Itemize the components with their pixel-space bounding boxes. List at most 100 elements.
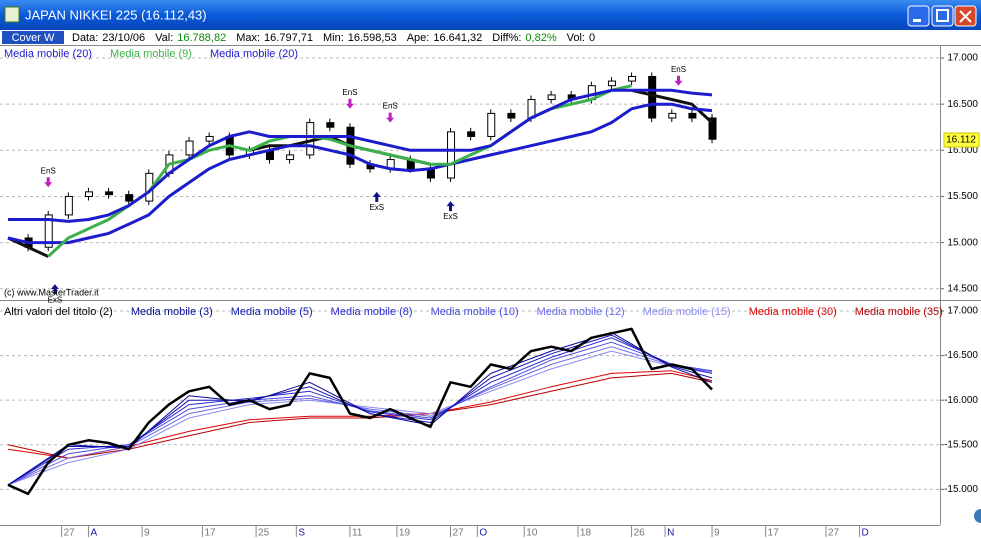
y-tick-label: 15.500 xyxy=(947,191,978,202)
series-line xyxy=(8,88,713,223)
x-tick-label: 9 xyxy=(144,528,150,538)
signal-label: EnS xyxy=(383,102,398,111)
field-label: Diff%: xyxy=(492,32,521,44)
candle-body xyxy=(105,191,114,196)
x-tick-label: 10 xyxy=(526,528,538,538)
x-tick-label: 17 xyxy=(204,528,216,538)
legend-entry: Media mobile (10) xyxy=(431,306,519,318)
candle-body xyxy=(467,131,476,137)
title-bar xyxy=(0,0,981,30)
candle-body xyxy=(64,195,73,216)
y-tick-label: 16.000 xyxy=(947,145,978,156)
candle-body xyxy=(286,154,295,161)
legend-entry: Media mobile (5) xyxy=(231,306,313,318)
y-tick-label: 14.500 xyxy=(947,283,978,294)
candle-body xyxy=(668,112,677,119)
candle-body xyxy=(125,194,134,202)
x-tick-label: 25 xyxy=(258,528,270,538)
minimize-button[interactable] xyxy=(907,5,930,27)
candle-body xyxy=(487,112,496,137)
candle-body xyxy=(306,122,315,156)
x-tick-label: 27 xyxy=(828,528,840,538)
app-icon xyxy=(4,6,20,23)
y-tick-label: -15.000 xyxy=(944,484,978,495)
cover-button-label: Cover W xyxy=(12,32,55,44)
cover-button[interactable] xyxy=(2,31,64,44)
series-line xyxy=(7,341,713,486)
scroll-globe[interactable] xyxy=(974,509,981,523)
candle-body xyxy=(326,122,335,128)
x-tick-label: 11 xyxy=(352,528,363,538)
series-line xyxy=(7,334,713,486)
candle-body xyxy=(648,75,657,119)
x-tick-label: O xyxy=(479,528,487,538)
signal-label: EnS xyxy=(41,166,56,175)
series-line xyxy=(7,327,713,496)
field-value: 16.598,53 xyxy=(348,32,397,44)
signal-label: ExS xyxy=(443,212,458,221)
field-value: 0,82% xyxy=(525,32,556,44)
x-tick-label: 19 xyxy=(399,528,411,538)
legend-entry: Media mobile (15) xyxy=(643,306,731,318)
legend-entry: Media mobile (8) xyxy=(331,306,413,318)
field-value: 16.641,32 xyxy=(433,32,482,44)
last-price-box xyxy=(943,132,980,148)
candle-body xyxy=(628,75,637,82)
legend-entry: Media mobile (9) xyxy=(110,48,192,60)
signal-arrow xyxy=(345,98,354,109)
x-tick-label: 17 xyxy=(768,528,780,538)
candle-body xyxy=(708,117,717,140)
x-tick-label: 18 xyxy=(580,528,592,538)
y-tick-label: 17.000 xyxy=(947,53,978,64)
field-value: 0 xyxy=(589,32,595,44)
x-tick-label: D xyxy=(862,528,869,538)
candle-body xyxy=(607,80,616,87)
signal-arrow xyxy=(386,112,395,123)
close-icon xyxy=(959,10,972,23)
y-tick-label: -16.000 xyxy=(944,395,978,406)
candle-body xyxy=(185,140,194,156)
candle-body xyxy=(507,112,516,119)
legend-entry: Media mobile (35) xyxy=(855,306,943,318)
field-value: 16.788,82 xyxy=(177,32,226,44)
field-label: Max: xyxy=(236,32,260,44)
x-tick-label: 27 xyxy=(453,528,465,538)
x-tick-label: N xyxy=(667,528,674,538)
signal-label: EnS xyxy=(342,88,357,97)
x-tick-label: S xyxy=(298,528,305,538)
y-tick-label: -15.500 xyxy=(944,439,978,450)
signal-arrow xyxy=(372,191,381,202)
candle-body xyxy=(84,191,93,197)
y-tick-label: 15.000 xyxy=(947,237,978,248)
x-tick-label: 27 xyxy=(64,528,76,538)
signal-label: EnS xyxy=(671,65,686,74)
watermark: (c) www.MasterTrader.it xyxy=(4,287,99,297)
candle-body xyxy=(447,131,456,179)
y-tick-label: 16.500 xyxy=(947,99,978,110)
field-label: Data: xyxy=(72,32,98,44)
field-label: Vol: xyxy=(567,32,585,44)
legend-entry: Media mobile (12) xyxy=(537,306,625,318)
signal-arrow xyxy=(44,177,53,188)
x-tick-label: 9 xyxy=(714,528,720,538)
y-tick-label: -16.500 xyxy=(944,350,978,361)
legend-entry: Media mobile (30) xyxy=(749,306,837,318)
field-value: 23/10/06 xyxy=(102,32,145,44)
candle-body xyxy=(688,112,697,119)
y-tick-label: 17.000 xyxy=(947,306,978,317)
toolbar xyxy=(0,30,981,45)
signal-arrow xyxy=(50,284,59,295)
series-line xyxy=(7,102,713,245)
legend-entry: Media mobile (20) xyxy=(4,48,92,60)
signal-arrow xyxy=(446,201,455,212)
maximize-icon xyxy=(936,9,949,22)
field-label: Min: xyxy=(323,32,344,44)
minimize-icon xyxy=(913,19,921,22)
signal-arrow xyxy=(674,75,683,86)
field-label: Ape: xyxy=(407,32,430,44)
legend-entry: Altri valori del titolo (2) xyxy=(4,306,113,318)
x-tick-label: 26 xyxy=(634,528,646,538)
candle-body xyxy=(547,94,556,101)
